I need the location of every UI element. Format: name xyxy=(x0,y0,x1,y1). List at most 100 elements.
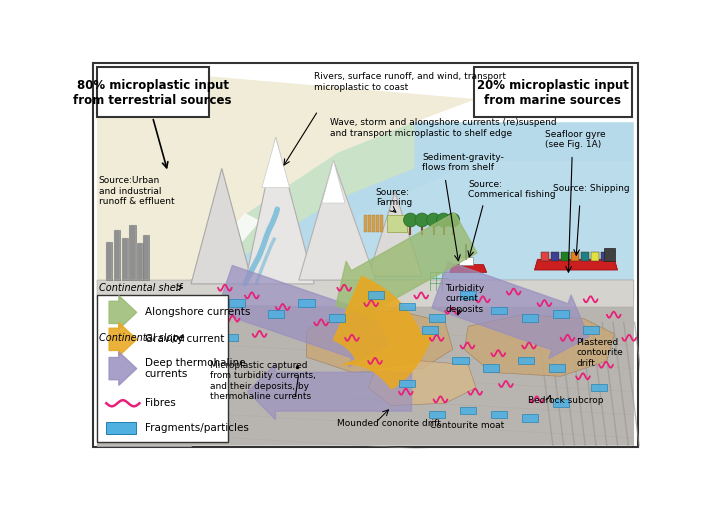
Polygon shape xyxy=(262,137,289,188)
Bar xyxy=(143,235,150,280)
Bar xyxy=(129,225,135,280)
Text: Alongshore currents: Alongshore currents xyxy=(145,308,250,317)
FancyBboxPatch shape xyxy=(460,407,476,415)
Bar xyxy=(474,67,632,117)
Text: Sediment-gravity-
flows from shelf: Sediment-gravity- flows from shelf xyxy=(422,153,504,172)
Text: Continental slope: Continental slope xyxy=(98,333,184,343)
FancyBboxPatch shape xyxy=(429,314,446,322)
FancyBboxPatch shape xyxy=(522,314,538,322)
Polygon shape xyxy=(245,137,314,284)
Bar xyxy=(129,225,135,280)
Polygon shape xyxy=(535,259,617,270)
Polygon shape xyxy=(191,122,414,284)
Polygon shape xyxy=(368,361,476,406)
Bar xyxy=(364,215,367,231)
Circle shape xyxy=(426,213,441,227)
Polygon shape xyxy=(97,280,191,445)
Bar xyxy=(106,241,113,280)
FancyBboxPatch shape xyxy=(583,326,600,334)
FancyBboxPatch shape xyxy=(429,411,446,418)
Polygon shape xyxy=(307,311,453,373)
Polygon shape xyxy=(368,191,422,276)
Polygon shape xyxy=(97,299,634,445)
Bar xyxy=(143,235,150,280)
Bar xyxy=(600,251,609,261)
Bar xyxy=(97,295,228,442)
Polygon shape xyxy=(450,265,487,272)
FancyBboxPatch shape xyxy=(229,299,245,307)
Bar xyxy=(540,251,549,261)
Bar xyxy=(137,243,143,280)
Polygon shape xyxy=(191,168,252,284)
FancyBboxPatch shape xyxy=(491,307,507,314)
Circle shape xyxy=(446,213,460,227)
Text: Mounded conorite drift: Mounded conorite drift xyxy=(337,419,441,428)
Polygon shape xyxy=(97,67,476,280)
Text: Contourite moat: Contourite moat xyxy=(430,421,504,430)
Polygon shape xyxy=(97,280,634,445)
FancyBboxPatch shape xyxy=(106,422,136,434)
Bar xyxy=(137,243,143,280)
Text: Microplastic captured
from turbidity currents,
and their deposits, by
thermohali: Microplastic captured from turbidity cur… xyxy=(210,361,316,401)
Text: Continental shelf: Continental shelf xyxy=(98,283,182,293)
Circle shape xyxy=(436,213,451,227)
FancyBboxPatch shape xyxy=(518,357,534,365)
FancyBboxPatch shape xyxy=(491,411,507,418)
Bar xyxy=(368,215,371,231)
Text: Fibres: Fibres xyxy=(145,398,175,408)
Text: Source:
Farming: Source: Farming xyxy=(376,188,412,207)
Bar xyxy=(114,230,120,280)
Bar xyxy=(459,257,473,266)
Text: Source:Urban
and industrial
runoff & effluent: Source:Urban and industrial runoff & eff… xyxy=(98,176,174,206)
FancyBboxPatch shape xyxy=(222,334,237,341)
Bar xyxy=(570,251,579,261)
FancyBboxPatch shape xyxy=(399,303,415,311)
FancyBboxPatch shape xyxy=(522,415,538,422)
Bar xyxy=(106,241,113,280)
Text: Source: Shipping: Source: Shipping xyxy=(553,184,630,193)
FancyBboxPatch shape xyxy=(329,314,345,322)
FancyBboxPatch shape xyxy=(368,291,384,299)
Text: Turbidity
current
deposits: Turbidity current deposits xyxy=(445,284,484,314)
FancyBboxPatch shape xyxy=(267,311,284,318)
Text: 80% microplastic input
from terrestrial sources: 80% microplastic input from terrestrial … xyxy=(73,79,232,107)
FancyBboxPatch shape xyxy=(453,357,468,365)
Bar xyxy=(590,251,599,261)
Circle shape xyxy=(404,213,417,227)
Text: Bedrock subcrop: Bedrock subcrop xyxy=(528,395,604,405)
Polygon shape xyxy=(299,161,376,280)
Text: Rivers, surface runoff, and wind, transport
microplastic to coast: Rivers, surface runoff, and wind, transp… xyxy=(314,72,506,91)
Polygon shape xyxy=(322,161,345,203)
Text: Wave, storm and alongshore currents (re)suspend
and transport microplastic to sh: Wave, storm and alongshore currents (re)… xyxy=(329,118,556,138)
Polygon shape xyxy=(191,122,634,280)
Polygon shape xyxy=(191,213,260,284)
Polygon shape xyxy=(97,280,634,307)
Bar xyxy=(122,238,128,280)
Polygon shape xyxy=(464,315,615,376)
Bar xyxy=(560,251,569,261)
Bar xyxy=(387,215,406,231)
Text: Source:
Commerical fishing: Source: Commerical fishing xyxy=(468,180,556,199)
Bar xyxy=(122,238,128,280)
Polygon shape xyxy=(191,280,634,299)
FancyBboxPatch shape xyxy=(299,299,314,307)
FancyBboxPatch shape xyxy=(421,326,438,334)
Text: Gravity current: Gravity current xyxy=(145,334,224,344)
Bar xyxy=(376,215,379,231)
Circle shape xyxy=(415,213,429,227)
Text: Fragments/particles: Fragments/particles xyxy=(145,423,249,433)
FancyBboxPatch shape xyxy=(483,365,499,372)
Bar xyxy=(604,248,615,261)
Bar xyxy=(97,67,209,117)
FancyBboxPatch shape xyxy=(553,311,569,318)
FancyBboxPatch shape xyxy=(460,291,476,299)
Bar xyxy=(580,251,589,261)
Bar xyxy=(114,230,120,280)
Bar xyxy=(550,251,559,261)
Text: Plastered
contourite
drift: Plastered contourite drift xyxy=(576,338,622,368)
Bar xyxy=(372,215,375,231)
FancyBboxPatch shape xyxy=(399,380,415,387)
Text: Seafloor gyre
(see Fig. 1A): Seafloor gyre (see Fig. 1A) xyxy=(545,130,606,149)
Text: 20% microplastic input
from marine sources: 20% microplastic input from marine sourc… xyxy=(477,79,629,107)
FancyBboxPatch shape xyxy=(553,399,569,407)
